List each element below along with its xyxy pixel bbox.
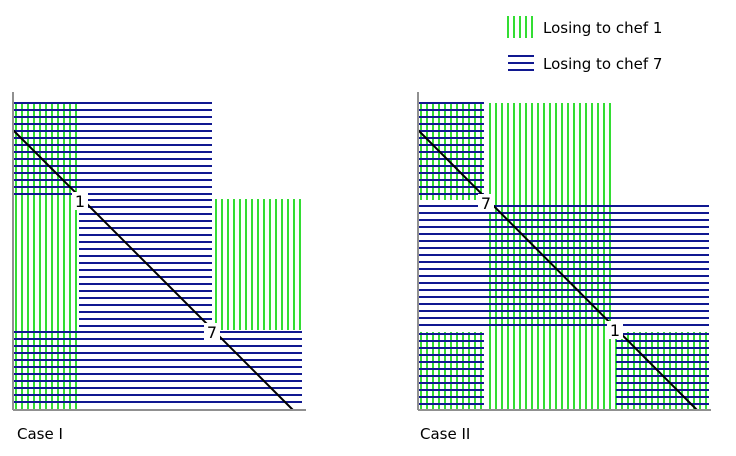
hatch-regions-case-2 (418, 102, 709, 410)
diagonal-line-case-2 (417, 129, 698, 411)
marker-second-case-2: 1 (607, 321, 623, 340)
chef7-hatch-top-left-case-2 (418, 102, 484, 195)
marker-first-label-case-2: 7 (481, 194, 491, 213)
chef7-hatch-bottom-band-case-1 (13, 331, 302, 403)
chef7-hatch-bottom-right-case-2 (616, 333, 709, 405)
legend-label-chef1: Losing to chef 1 (543, 19, 662, 37)
chef7-hatch-bottom-left-case-2 (418, 333, 484, 405)
marker-first-case-2: 7 (478, 194, 494, 213)
chef1-hatch-left-column-case-1 (15, 103, 77, 410)
legend-label-chef7: Losing to chef 7 (543, 55, 662, 73)
chef1-hatch-center-column-case-2 (489, 103, 611, 410)
marker-first-label-case-1: 1 (75, 192, 85, 211)
diagonal-line-case-1 (12, 129, 294, 411)
caption-case-2: Case II (420, 425, 470, 443)
legend: Losing to chef 1 Losing to chef 7 (507, 16, 662, 73)
chef1-hatch-bottom-left-case-2 (420, 332, 482, 410)
chef7-hatch-middle-block-case-1 (79, 199, 212, 327)
chef1-hatch-right-block-case-1 (215, 199, 301, 330)
panel-case-2: 7 1 Case II (417, 92, 711, 443)
marker-second-label-case-2: 1 (610, 321, 620, 340)
chef7-hatch-middle-band-case-2 (418, 205, 709, 326)
legend-swatch-chef1 (507, 16, 533, 38)
marker-first-case-1: 1 (72, 192, 88, 211)
marker-second-label-case-1: 7 (207, 323, 217, 342)
hatch-regions-case-1 (13, 102, 302, 410)
chef1-hatch-bottom-right-case-2 (615, 332, 707, 410)
legend-swatch-chef7 (508, 55, 534, 71)
marker-second-case-1: 7 (204, 323, 220, 342)
chef7-hatch-top-band-case-1 (13, 102, 212, 195)
panel-case-1: 1 7 Case I (12, 92, 306, 443)
caption-case-1: Case I (17, 425, 63, 443)
